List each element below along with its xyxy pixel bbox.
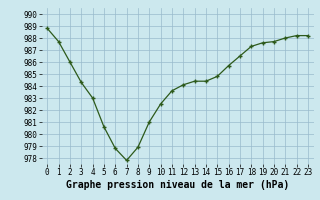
X-axis label: Graphe pression niveau de la mer (hPa): Graphe pression niveau de la mer (hPa) (66, 180, 289, 190)
